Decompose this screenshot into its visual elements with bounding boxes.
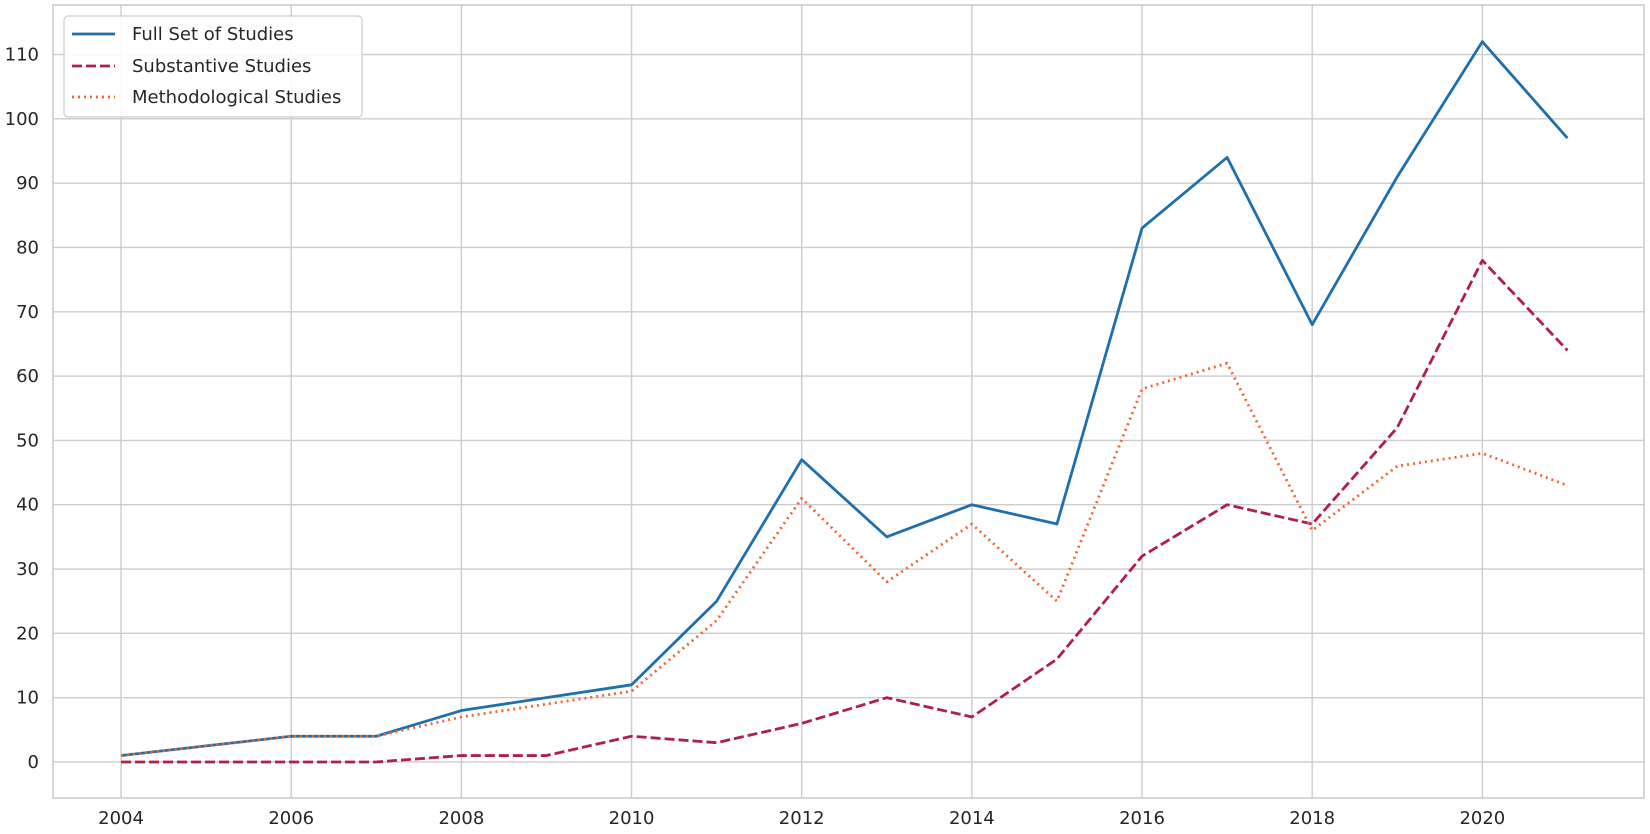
y-tick-label: 110 [5, 45, 39, 66]
x-tick-label: 2006 [268, 808, 314, 829]
series-line-methodological-studies [120, 361, 1568, 757]
legend-label-methodological: Methodological Studies [132, 87, 341, 108]
y-tick-label: 80 [16, 237, 39, 258]
x-tick-label: 2004 [98, 808, 144, 829]
series-line-substantive-studies [121, 258, 1569, 764]
y-tick-label: 60 [16, 366, 39, 387]
x-tick-label: 2012 [779, 808, 825, 829]
series-line-full-set-of-studies [120, 40, 1569, 757]
y-tick-label: 30 [16, 559, 39, 580]
legend-box [63, 15, 363, 118]
legend-label-substantive: Substantive Studies [132, 56, 311, 77]
x-tick-label: 2010 [609, 808, 655, 829]
y-tick-label: 40 [16, 495, 39, 516]
y-tick-label: 100 [5, 109, 39, 130]
x-tick-label: 2014 [949, 808, 995, 829]
y-tick-label: 50 [16, 430, 39, 451]
y-tick-label: 70 [16, 302, 39, 323]
y-tick-label: 0 [28, 752, 39, 773]
plot-area [52, 4, 1645, 799]
y-axis-ticks: 0 10 20 30 40 50 60 70 80 90 100 110 [5, 45, 39, 773]
y-tick-label: 20 [16, 623, 39, 644]
y-tick-label: 90 [16, 173, 39, 194]
x-tick-label: 2020 [1459, 808, 1505, 829]
legend: Full Set of Studies Substantive Studies … [63, 15, 363, 118]
y-tick-label: 10 [16, 688, 39, 709]
series-lines [120, 40, 1569, 764]
legend-label-full-set: Full Set of Studies [132, 24, 294, 45]
x-tick-label: 2018 [1289, 808, 1335, 829]
x-tick-label: 2008 [438, 808, 484, 829]
x-tick-label: 2016 [1119, 808, 1165, 829]
x-axis-ticks: 2004 2006 2008 2010 2012 2014 2016 2018 2020 [98, 808, 1505, 829]
